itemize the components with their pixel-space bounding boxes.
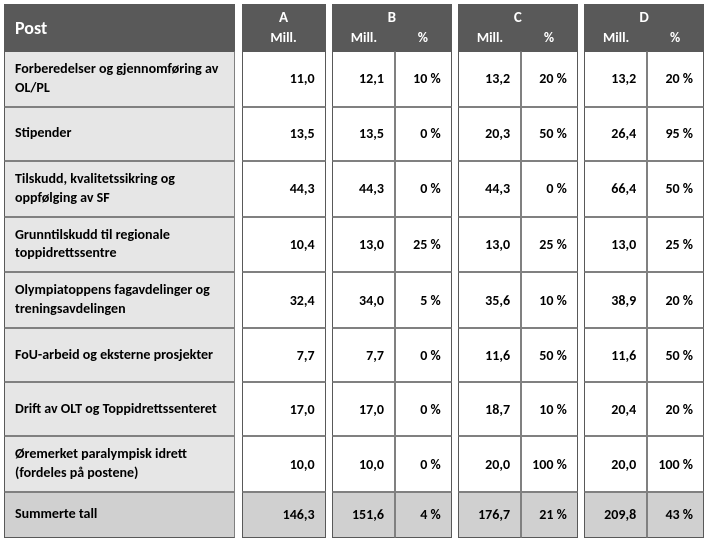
cell-c-pct: 100 %: [521, 436, 578, 492]
header-a-mill: Mill.: [242, 27, 326, 51]
cell-d-pct: 95 %: [647, 107, 704, 161]
cell-c-mill: 35,6: [458, 272, 521, 328]
cell-b-pct: 0 %: [395, 382, 452, 436]
cell-c-mill: 44,3: [458, 161, 521, 217]
cell-d-mill: 13,2: [584, 51, 647, 107]
cell-d-pct: 100 %: [647, 436, 704, 492]
cell-b-pct: 0 %: [395, 161, 452, 217]
header-d-mill: Mill.: [584, 27, 647, 51]
row-label: Summerte tall: [4, 492, 235, 538]
cell-a-mill: 10,4: [242, 217, 326, 273]
header-d-pct: %: [647, 27, 704, 51]
header-b-pct: %: [395, 27, 452, 51]
cell-d-mill: 66,4: [584, 161, 647, 217]
row-label: Forberedelser og gjennomføring av OL/PL: [4, 51, 235, 107]
cell-c-mill: 18,7: [458, 382, 521, 436]
cell-b-pct: 4 %: [395, 492, 452, 538]
cell-c-pct: 50 %: [521, 328, 578, 382]
cell-a-mill: 7,7: [242, 328, 326, 382]
row-label: Grunntilskudd til regionale toppidrettss…: [4, 217, 235, 273]
cell-c-pct: 50 %: [521, 107, 578, 161]
cell-b-mill: 44,3: [332, 161, 395, 217]
cell-c-mill: 176,7: [458, 492, 521, 538]
cell-d-pct: 20 %: [647, 272, 704, 328]
cell-b-pct: 10 %: [395, 51, 452, 107]
table-row: Forberedelser og gjennomføring av OL/PL1…: [4, 51, 704, 107]
cell-a-mill: 13,5: [242, 107, 326, 161]
cell-d-pct: 43 %: [647, 492, 704, 538]
header-c-pct: %: [521, 27, 578, 51]
budget-table: Post A B C D Mill. Mill. % Mill. % Mill.…: [4, 4, 704, 538]
table-row: Olympiatoppens fagavdelinger og trenings…: [4, 272, 704, 328]
cell-a-mill: 10,0: [242, 436, 326, 492]
cell-d-pct: 25 %: [647, 217, 704, 273]
cell-d-pct: 50 %: [647, 161, 704, 217]
row-label: Tilskudd, kvalitetssikring og oppfølging…: [4, 161, 235, 217]
cell-a-mill: 32,4: [242, 272, 326, 328]
table-row: Øremerket paralympisk idrett (fordeles p…: [4, 436, 704, 492]
cell-c-pct: 20 %: [521, 51, 578, 107]
cell-c-pct: 0 %: [521, 161, 578, 217]
cell-b-mill: 13,0: [332, 217, 395, 273]
row-label: Drift av OLT og Toppidrettssenteret: [4, 382, 235, 436]
cell-c-pct: 21 %: [521, 492, 578, 538]
cell-c-mill: 13,0: [458, 217, 521, 273]
header-group-a: A: [242, 4, 326, 27]
cell-d-pct: 20 %: [647, 51, 704, 107]
row-label: Stipender: [4, 107, 235, 161]
table-row: Drift av OLT og Toppidrettssenteret17,01…: [4, 382, 704, 436]
cell-d-mill: 38,9: [584, 272, 647, 328]
cell-b-mill: 7,7: [332, 328, 395, 382]
table-row: Grunntilskudd til regionale toppidrettss…: [4, 217, 704, 273]
cell-b-mill: 10,0: [332, 436, 395, 492]
cell-b-mill: 151,6: [332, 492, 395, 538]
cell-b-pct: 5 %: [395, 272, 452, 328]
cell-b-mill: 12,1: [332, 51, 395, 107]
table-row: Stipender13,513,50 %20,350 %26,495 %: [4, 107, 704, 161]
cell-b-pct: 0 %: [395, 436, 452, 492]
header-b-mill: Mill.: [332, 27, 395, 51]
cell-a-mill: 17,0: [242, 382, 326, 436]
header-c-mill: Mill.: [458, 27, 521, 51]
cell-c-mill: 20,3: [458, 107, 521, 161]
cell-c-pct: 10 %: [521, 272, 578, 328]
table-row: FoU-arbeid og eksterne prosjekter7,77,70…: [4, 328, 704, 382]
cell-d-mill: 209,8: [584, 492, 647, 538]
cell-b-mill: 34,0: [332, 272, 395, 328]
row-label: FoU-arbeid og eksterne prosjekter: [4, 328, 235, 382]
cell-b-pct: 25 %: [395, 217, 452, 273]
cell-b-mill: 13,5: [332, 107, 395, 161]
header-group-b: B: [332, 4, 452, 27]
cell-c-pct: 10 %: [521, 382, 578, 436]
cell-c-mill: 11,6: [458, 328, 521, 382]
table-body: Forberedelser og gjennomføring av OL/PL1…: [4, 51, 704, 538]
cell-d-mill: 26,4: [584, 107, 647, 161]
table-header: Post A B C D Mill. Mill. % Mill. % Mill.…: [4, 4, 704, 51]
cell-d-mill: 13,0: [584, 217, 647, 273]
cell-c-mill: 13,2: [458, 51, 521, 107]
cell-d-mill: 11,6: [584, 328, 647, 382]
cell-c-mill: 20,0: [458, 436, 521, 492]
header-post: Post: [4, 4, 235, 51]
row-label: Olympiatoppens fagavdelinger og trenings…: [4, 272, 235, 328]
cell-d-pct: 50 %: [647, 328, 704, 382]
row-label: Øremerket paralympisk idrett (fordeles p…: [4, 436, 235, 492]
header-group-d: D: [584, 4, 704, 27]
cell-d-pct: 20 %: [647, 382, 704, 436]
cell-a-mill: 44,3: [242, 161, 326, 217]
header-group-c: C: [458, 4, 578, 27]
sum-row: Summerte tall146,3151,64 %176,721 %209,8…: [4, 492, 704, 538]
table-row: Tilskudd, kvalitetssikring og oppfølging…: [4, 161, 704, 217]
cell-b-pct: 0 %: [395, 107, 452, 161]
cell-b-mill: 17,0: [332, 382, 395, 436]
cell-a-mill: 146,3: [242, 492, 326, 538]
cell-a-mill: 11,0: [242, 51, 326, 107]
cell-d-mill: 20,4: [584, 382, 647, 436]
cell-d-mill: 20,0: [584, 436, 647, 492]
cell-b-pct: 0 %: [395, 328, 452, 382]
cell-c-pct: 25 %: [521, 217, 578, 273]
